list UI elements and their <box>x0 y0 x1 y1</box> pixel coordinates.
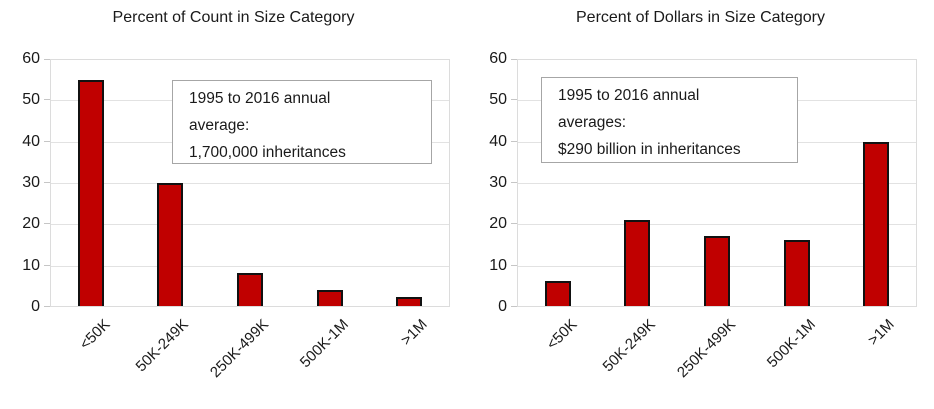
x-axis-label-text: 50K-249K <box>599 316 660 376</box>
y-tick <box>511 59 517 60</box>
y-axis-label: 10 <box>489 256 507 274</box>
x-axis-label-text: 500K-1M <box>296 316 353 372</box>
annotation-line: average: <box>189 117 250 134</box>
x-axis-label-text: 250K-499K <box>206 316 273 382</box>
y-axis-label: 40 <box>489 132 507 150</box>
bar <box>317 290 343 306</box>
y-axis-label: 30 <box>22 174 40 191</box>
y-axis-label: 0 <box>31 298 40 315</box>
bar <box>157 183 183 306</box>
annotation-line: $290 billion in inheritances <box>558 141 741 158</box>
x-axis-label-text: 50K-249K <box>132 316 193 376</box>
annotation-line: averages: <box>558 114 627 131</box>
x-axis-label-text: 250K-499K <box>673 316 740 382</box>
y-axis-label: 40 <box>22 132 40 150</box>
bar <box>545 281 571 306</box>
bar <box>863 142 889 306</box>
gridline <box>51 265 449 267</box>
y-axis-label: 20 <box>22 215 40 233</box>
y-tick <box>44 59 50 60</box>
y-axis-label: 20 <box>489 215 507 233</box>
y-tick <box>44 306 50 307</box>
chart-title: Percent of Count in Size Category <box>112 9 355 26</box>
y-axis-label: 50 <box>489 91 507 109</box>
y-tick <box>511 306 517 307</box>
y-tick <box>511 264 517 266</box>
y-tick <box>44 223 50 225</box>
bar <box>78 80 104 306</box>
y-tick <box>511 182 517 183</box>
y-tick <box>44 182 50 183</box>
y-axis-label: 0 <box>498 298 507 315</box>
bar <box>784 240 810 306</box>
gridline <box>51 183 449 184</box>
bar <box>624 220 650 306</box>
y-tick <box>44 264 50 266</box>
chart-title: Percent of Dollars in Size Category <box>576 9 825 26</box>
bar <box>396 297 422 306</box>
annotation-box: 1995 to 2016 annual average: 1,700,000 i… <box>172 80 432 164</box>
y-axis-label: 60 <box>489 50 507 67</box>
y-axis-label: 60 <box>22 50 40 67</box>
y-tick <box>44 140 50 142</box>
x-axis-label-text: >1M <box>398 316 432 349</box>
x-axis-label-text: <50K <box>75 316 114 354</box>
y-axis-label: 50 <box>22 91 40 109</box>
gridline <box>51 224 449 226</box>
y-tick <box>511 223 517 225</box>
annotation-line: 1995 to 2016 annual <box>558 87 700 104</box>
y-axis-label: 30 <box>489 174 507 191</box>
annotation-box: 1995 to 2016 annual averages: $290 billi… <box>541 77 798 163</box>
gridline <box>518 224 916 226</box>
x-axis-label-text: <50K <box>542 316 581 354</box>
x-axis-label-text: 500K-1M <box>763 316 820 372</box>
annotation-line: 1,700,000 inheritances <box>189 144 346 161</box>
count-chart: Percent of Count in Size Category 1995 t… <box>22 9 450 382</box>
x-axis-label-text: >1M <box>865 316 899 349</box>
dollars-chart: Percent of Dollars in Size Category 1995… <box>467 0 934 409</box>
bar <box>704 236 730 306</box>
y-tick <box>511 140 517 142</box>
gridline <box>518 183 916 184</box>
y-axis-label: 10 <box>22 256 40 274</box>
y-tick <box>44 99 50 101</box>
bar <box>237 273 263 306</box>
y-tick <box>511 99 517 101</box>
annotation-line: 1995 to 2016 annual <box>189 90 331 107</box>
